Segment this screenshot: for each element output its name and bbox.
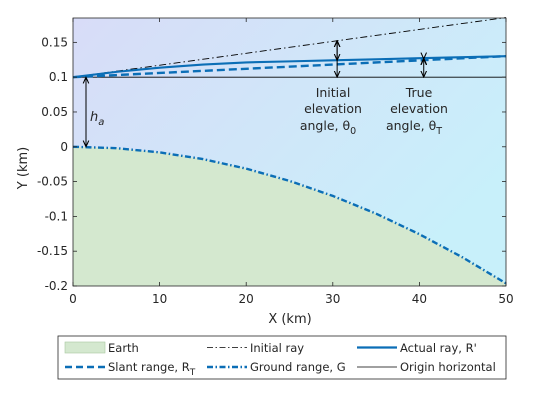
series-actual-ray-r-line	[72, 55, 507, 79]
tick-layer: 0 10 20 30 40 50 0.15 0.1 0.05 0 -0.05 -0.1 -0.15 -0.…	[37, 18, 514, 306]
y-tick-label: 0.15	[41, 35, 68, 49]
series-initial-ray-line	[72, 17, 507, 78]
y-tick-label: -0.05	[37, 175, 68, 189]
y-tick-label: -0.15	[37, 244, 68, 258]
series-layer	[72, 17, 507, 286]
legend-label-ground: Ground range, G	[250, 360, 346, 374]
legend-label-earth: Earth	[108, 341, 139, 355]
x-tick-label: 50	[498, 292, 513, 306]
legend-box	[57, 335, 507, 380]
annotation-true-angle: True elevation angle, θT	[386, 85, 448, 137]
annotation-initial-line2: elevation	[304, 101, 362, 116]
x-tick-label: 30	[325, 292, 340, 306]
x-tick-label: 10	[152, 292, 167, 306]
annotation-layer	[86, 41, 424, 147]
series-slant-range-r-t-line	[72, 54, 507, 79]
legend-label-horizontal: Origin horizontal	[400, 360, 496, 374]
legend-label-actual: Actual ray, R'	[400, 341, 477, 355]
y-tick-label: 0.1	[49, 70, 68, 84]
x-tick-label: 0	[69, 292, 77, 306]
legend: Earth Initial ray Actual ray, R' Slant r…	[57, 335, 507, 380]
annotation-true-line3: angle, θT	[386, 118, 442, 137]
series-earth-area	[73, 146, 506, 286]
annotation-initial-line1: Initial	[316, 85, 351, 100]
annotation-true-line2: elevation	[390, 101, 448, 116]
x-tick-label: 20	[239, 292, 254, 306]
series-ground-range-g-line	[72, 145, 507, 285]
axes-frame	[72, 17, 507, 287]
x-tick-label: 40	[412, 292, 427, 306]
annotation-true-line1: True	[405, 85, 433, 100]
annotation-initial-line3: angle, θ0	[300, 118, 356, 137]
annotation-h-a: ha	[90, 110, 104, 128]
y-tick-label: 0	[60, 140, 68, 154]
legend-swatch-earth	[64, 341, 106, 354]
legend-label-slant: Slant range, RT	[108, 360, 196, 378]
legend-label-initial: Initial ray	[250, 341, 304, 355]
y-tick-label: -0.2	[45, 279, 68, 293]
plot-area: 0 10 20 30 40 50 0.15 0.1 0.05 0 -0.05 -0.1 -0.15 -0.…	[16, 17, 514, 327]
x-axis-label: X (km)	[268, 312, 311, 327]
annotation-initial-angle: Initial elevation angle, θ0	[300, 85, 362, 137]
y-tick-label: -0.1	[45, 209, 68, 223]
y-tick-label: 0.05	[41, 105, 68, 119]
y-axis-label: Y (km)	[16, 147, 31, 190]
